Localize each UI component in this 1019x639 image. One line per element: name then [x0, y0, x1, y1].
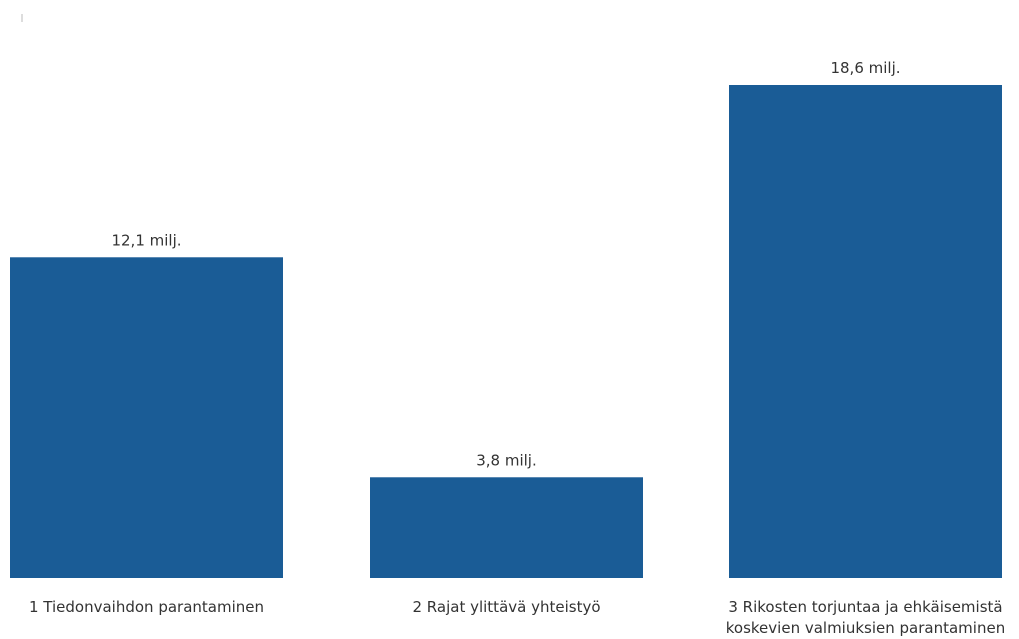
bar-2[interactable]	[370, 477, 643, 578]
value-labels-group: 12,1 milj. 3,8 milj. 18,6 milj.	[111, 59, 900, 469]
category-labels-group: 1 Tiedonvaihdon parantaminen 2 Rajat ylit…	[29, 598, 1005, 637]
data-label-3: 18,6 milj.	[830, 59, 900, 77]
data-label-1: 12,1 milj.	[111, 231, 181, 249]
category-label-1: 1 Tiedonvaihdon parantaminen	[29, 598, 264, 616]
bar-3[interactable]	[729, 85, 1002, 578]
bars-group	[10, 85, 1002, 578]
category-label-2: 2 Rajat ylittävä yhteistyö	[412, 598, 600, 616]
category-label-3-line-1: 3 Rikosten torjuntaa ja ehkäisemistä	[728, 598, 1002, 616]
category-label-3-line-2: koskevien valmiuksien parantaminen	[726, 619, 1005, 637]
bar-1[interactable]	[10, 257, 283, 578]
data-label-2: 3,8 milj.	[476, 451, 537, 469]
